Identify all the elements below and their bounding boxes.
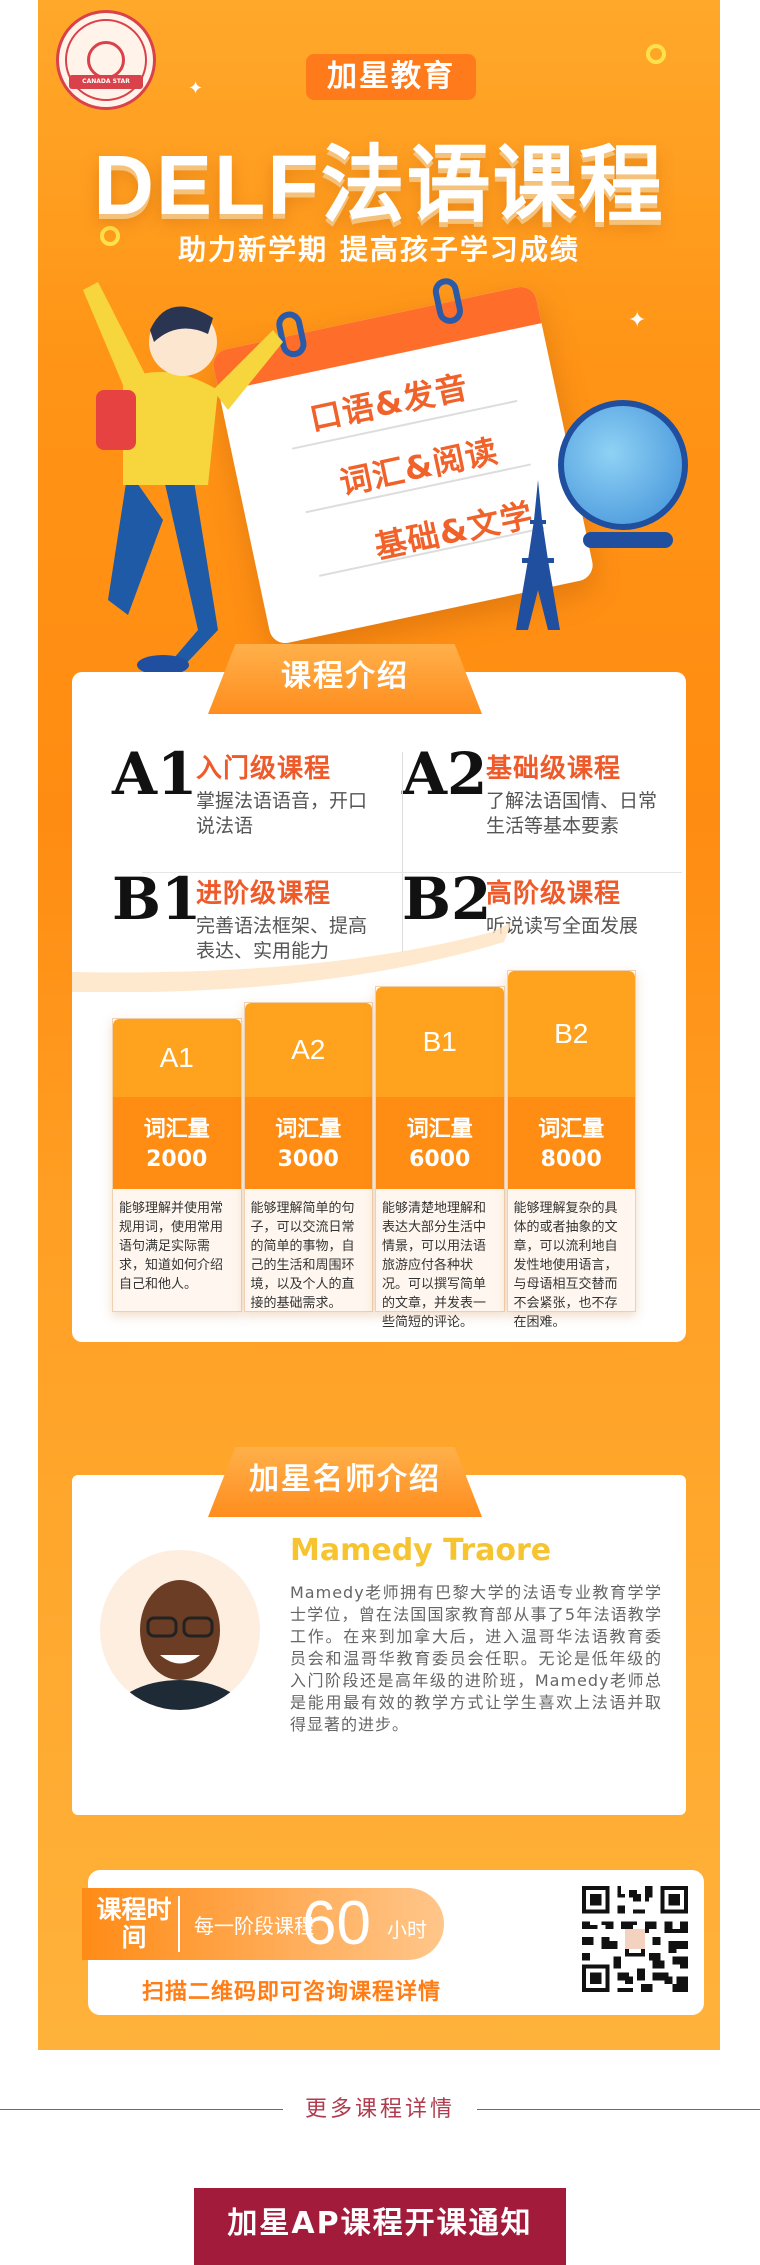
page-title: DELF法语课程 (93, 138, 665, 232)
vocab-count: 2000 (146, 1147, 208, 1172)
eiffel-tower-icon (516, 480, 560, 630)
school-logo: CANADA STAR (56, 10, 156, 110)
level-desc: 完善语法框架、提高表达、实用能力 (196, 915, 368, 962)
course-hours: 60 (302, 1889, 371, 1958)
qr-code[interactable] (578, 1882, 692, 1996)
vocab-column-b2: B2 词汇量 8000 能够理解复杂的具体的或者抽象的文章，可以流利地自发性地使… (506, 970, 636, 1330)
divider (477, 2109, 760, 2110)
vocab-count: 8000 (540, 1147, 602, 1172)
column-desc: 能够清楚地理解和表达大部分生活中情景，可以用法语旅游应付各种状况。可以撰写简单的… (376, 1189, 504, 1330)
level-desc: 听说读写全面发展 (486, 915, 639, 937)
circle-decoration (100, 226, 120, 246)
level-card-b1: B1 进阶级课程 完善语法框架、提高表达、实用能力 (112, 867, 382, 987)
course-time-label: 课程时间 (90, 1896, 180, 1952)
more-details-link[interactable]: 更多课程详情 (0, 2090, 760, 2130)
vocab-column-b1: B1 词汇量 6000 能够清楚地理解和表达大部分生活中情景，可以用法语旅游应付… (375, 986, 505, 1330)
vocab-count: 6000 (409, 1147, 471, 1172)
vocab-label: 词汇量 (275, 1117, 342, 1142)
scan-instruction: 扫描二维码即可咨询课程详情 (142, 1980, 442, 2005)
column-level: A2 (244, 1003, 372, 1097)
teacher-bio: Mamedy老师拥有巴黎大学的法语专业教育学学士学位，曾在法国国家教育部从事了5… (290, 1583, 662, 1734)
vocab-box: 词汇量 6000 (376, 1097, 504, 1189)
level-name: 高阶级课程 (486, 879, 622, 909)
page-subtitle: 助力新学期 提高孩子学习成绩 (178, 233, 580, 266)
course-time-prefix: 每一阶段课程 (194, 1914, 314, 1938)
vocab-box: 词汇量 8000 (507, 1097, 635, 1189)
column-level: A1 (113, 1019, 241, 1097)
level-desc: 了解法语国情、日常生活等基本要素 (486, 790, 658, 837)
level-card-a2: A2 基础级课程 了解法语国情、日常生活等基本要素 (402, 742, 672, 862)
vocab-column-a2: A2 词汇量 3000 能够理解简单的句子，可以交流日常的简单的事物，自己的生活… (243, 1002, 373, 1312)
circle-decoration (646, 44, 666, 64)
column-desc: 能够理解简单的句子，可以交流日常的简单的事物，自己的生活和周围环境，以及个人的直… (244, 1189, 372, 1311)
hero-illustration: 口语&发音 词汇&阅读 基础&文学 (38, 270, 720, 690)
course-intro-section: A1 入门级课程 掌握法语语音，开口说法语 A2 基础级课程 了解法语国情、日常… (72, 672, 686, 1342)
teacher-section: Mamedy Traore Mamedy老师拥有巴黎大学的法语专业教育学学士学位… (72, 1475, 686, 1815)
vocab-label: 词汇量 (143, 1117, 210, 1142)
vocab-box: 词汇量 3000 (244, 1097, 372, 1189)
level-card-a1: A1 入门级课程 掌握法语语音，开口说法语 (112, 742, 382, 862)
poster: CANADA STAR ✦ ✦ 加星教育 DELF法语课程 助力新学期 提高孩子… (38, 0, 720, 2050)
section-heading-teacher: 加星名师介绍 (208, 1447, 482, 1517)
student-illustration (83, 282, 283, 675)
level-code: A1 (112, 740, 198, 808)
level-code: B1 (112, 865, 202, 933)
ap-course-notice-button[interactable]: 加星AP课程开课通知 (194, 2188, 566, 2265)
level-card-b2: B2 高阶级课程 听说读写全面发展 (402, 867, 672, 987)
sparkle-icon: ✦ (628, 308, 647, 333)
vocab-box: 词汇量 2000 (113, 1097, 241, 1189)
lion-icon (87, 41, 125, 79)
section-heading-course: 课程介绍 (208, 644, 482, 714)
level-desc: 掌握法语语音，开口说法语 (196, 790, 368, 837)
vocab-label: 词汇量 (406, 1117, 473, 1142)
vocab-column-a1: A1 词汇量 2000 能够理解并使用常规用词，使用常用语句满足实际需求，知道如… (112, 1018, 242, 1312)
column-desc: 能够理解并使用常规用词，使用常用语句满足实际需求，知道如何介绍自己和他人。 (113, 1189, 241, 1311)
level-name: 基础级课程 (486, 754, 622, 784)
vocab-count: 3000 (277, 1147, 339, 1172)
brand-badge: 加星教育 (306, 54, 476, 100)
divider (142, 872, 682, 873)
level-code: A2 (402, 740, 488, 808)
logo-ribbon: CANADA STAR (69, 75, 143, 89)
swoosh-decoration (72, 922, 512, 992)
column-desc: 能够理解复杂的具体的或者抽象的文章，可以流利地自发性地使用语言，与母语相互交替而… (507, 1189, 635, 1330)
teacher-name: Mamedy Traore (290, 1533, 552, 1568)
more-details-text: 更多课程详情 (304, 2097, 455, 2122)
globe-icon (558, 400, 688, 530)
teacher-avatar (100, 1550, 260, 1710)
vocab-label: 词汇量 (538, 1117, 605, 1142)
divider (0, 2109, 283, 2110)
level-name: 进阶级课程 (196, 879, 332, 909)
schedule-section: 课程时间 每一阶段课程 60 小时 扫描二维码即可咨询课程详情 (82, 1870, 704, 2015)
divider (402, 752, 403, 952)
column-level: B2 (507, 971, 635, 1097)
level-grid: A1 入门级课程 掌握法语语音，开口说法语 A2 基础级课程 了解法语国情、日常… (112, 742, 657, 992)
column-level: B1 (376, 987, 504, 1097)
vocab-columns: A1 词汇量 2000 能够理解并使用常规用词，使用常用语句满足实际需求，知道如… (112, 970, 636, 1330)
sparkle-icon: ✦ (188, 78, 204, 99)
level-name: 入门级课程 (196, 754, 332, 784)
globe-stand (583, 532, 673, 548)
level-code: B2 (402, 865, 492, 933)
course-time-banner: 课程时间 每一阶段课程 60 小时 (82, 1888, 444, 1960)
course-hours-unit: 小时 (387, 1918, 427, 1942)
